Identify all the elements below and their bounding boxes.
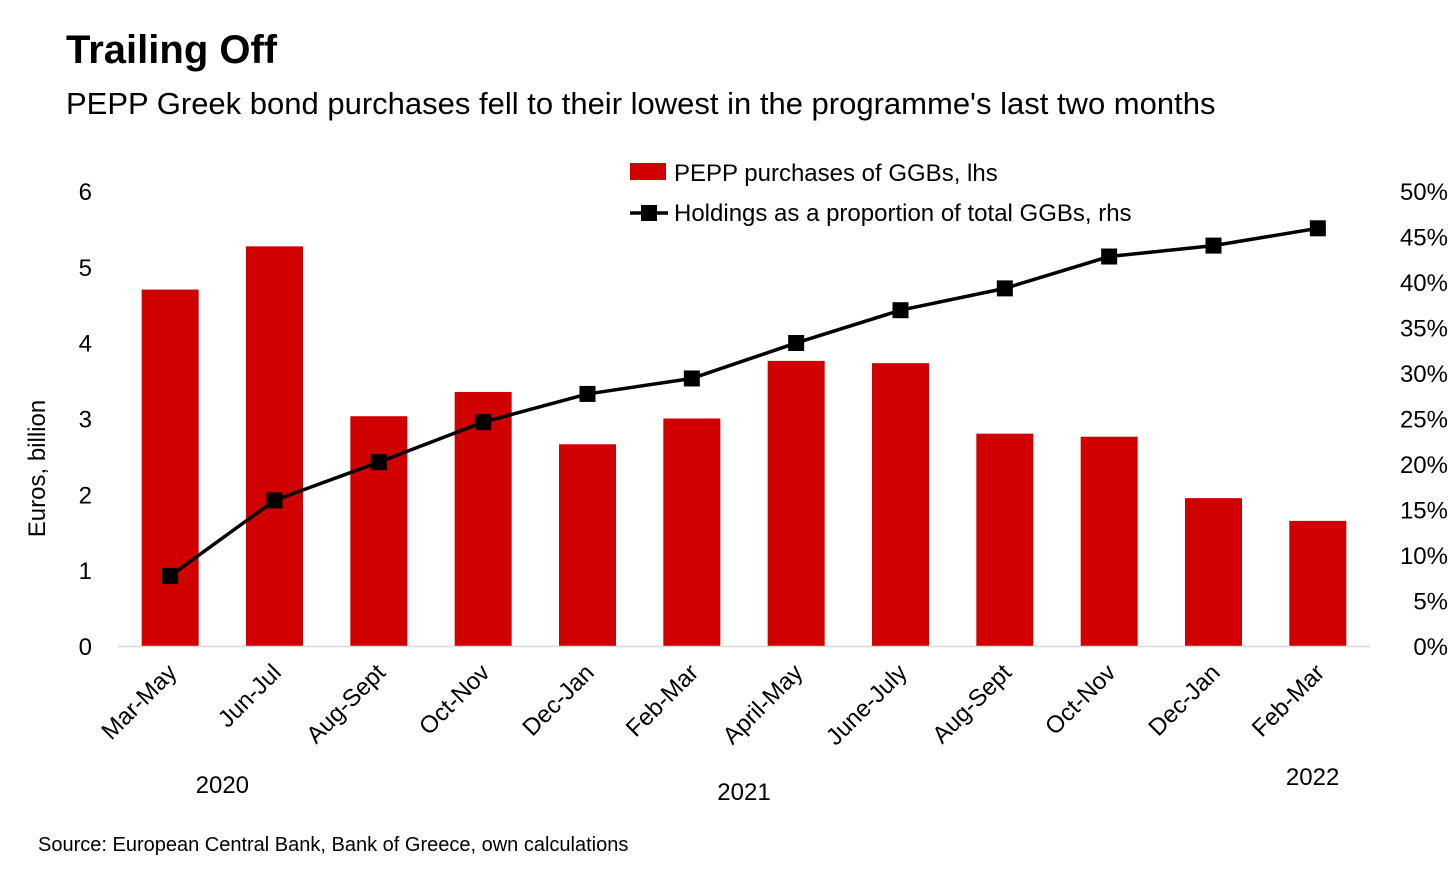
year-label: 2022	[1286, 764, 1339, 791]
y-right-tick-label: 20%	[1400, 452, 1448, 479]
bar	[1185, 498, 1242, 646]
y-left-tick-label: 0	[79, 634, 92, 661]
chart-subtitle: PEPP Greek bond purchases fell to their …	[66, 86, 1216, 121]
line-marker	[1101, 248, 1118, 265]
y-right-tick-label: 15%	[1400, 498, 1448, 525]
line-marker	[370, 454, 387, 471]
x-tick-label: Dec-Jan	[1143, 659, 1225, 741]
legend-swatch-marker	[641, 205, 657, 221]
bar-series	[141, 246, 1347, 646]
x-tick-label: Dec-Jan	[517, 659, 599, 741]
y-right-tick-label: 25%	[1400, 407, 1448, 434]
y-left-tick-label: 6	[79, 179, 92, 206]
x-tick-label: Feb-Mar	[621, 659, 704, 742]
x-tick-label: Aug-Sept	[927, 659, 1017, 749]
line-series	[162, 220, 1326, 584]
legend-label-line: Holdings as a proportion of total GGBs, …	[674, 200, 1132, 227]
y-left-tick-label: 1	[79, 558, 92, 585]
year-label: 2021	[717, 779, 770, 806]
line-marker	[162, 567, 179, 584]
y-right-tick-label: 50%	[1400, 179, 1448, 206]
line-marker	[683, 370, 700, 387]
bar	[767, 360, 825, 646]
bar	[1080, 436, 1138, 646]
y-right-tick-label: 30%	[1400, 361, 1448, 388]
bar	[1289, 520, 1347, 646]
bar	[663, 418, 721, 646]
line-marker	[579, 385, 596, 402]
bar	[454, 391, 512, 646]
y-right-tick-label: 45%	[1400, 225, 1448, 252]
y-right-tick-label: 40%	[1400, 270, 1448, 297]
axes: 0 1 2 3 4 5 6 0% 5% 10% 15% 20% 25% 30% 35% 40% 45% 50% Eu…	[24, 179, 1448, 806]
bar	[246, 246, 303, 646]
x-tick-label: June-July	[821, 659, 913, 751]
y-right-tick-label: 5%	[1413, 589, 1448, 616]
bar	[872, 363, 929, 646]
y-left-tick-label: 4	[79, 331, 92, 358]
line-path	[169, 226, 1319, 578]
chart-title: Trailing Off	[66, 28, 278, 72]
line-marker	[996, 280, 1013, 297]
source-note: Source: European Central Bank, Bank of G…	[38, 834, 629, 856]
line-marker	[1205, 237, 1222, 254]
y-left-tick-label: 5	[79, 255, 92, 282]
line-marker	[1309, 220, 1326, 237]
x-tick-label: April-May	[718, 659, 809, 750]
y-left-tick-label: 2	[79, 482, 92, 509]
bar	[141, 289, 199, 646]
bar	[976, 433, 1034, 646]
x-tick-label: Jun-Jul	[213, 659, 287, 733]
x-tick-label: Feb-Mar	[1247, 659, 1330, 742]
bar	[559, 444, 616, 646]
x-tick-label: Oct-Nov	[1040, 659, 1121, 740]
legend-swatch-bar	[630, 163, 666, 180]
line-marker	[475, 414, 492, 431]
y-left-tick-label: 3	[79, 407, 92, 434]
x-tick-label: Aug-Sept	[301, 659, 391, 749]
bar	[350, 416, 408, 646]
line-marker	[266, 492, 283, 509]
legend-label-bar: PEPP purchases of GGBs, lhs	[674, 160, 998, 187]
legend: PEPP purchases of GGBs, lhs Holdings as a…	[630, 160, 1132, 227]
x-tick-label: Oct-Nov	[414, 659, 495, 740]
x-tick-label: Mar-May	[96, 659, 182, 745]
y-right-tick-label: 35%	[1400, 316, 1448, 343]
y-right-tick-label: 10%	[1400, 543, 1448, 570]
y-right-tick-label: 0%	[1413, 634, 1448, 661]
line-marker	[892, 302, 909, 319]
y-axis-title: Euros, billion	[24, 400, 51, 537]
year-label: 2020	[196, 772, 249, 799]
line-marker	[788, 334, 805, 351]
